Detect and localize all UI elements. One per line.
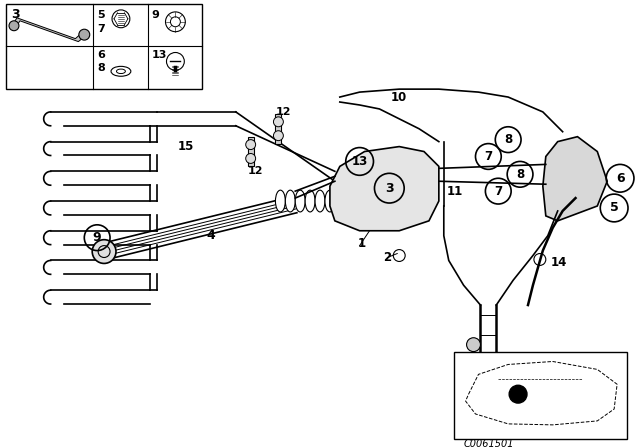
Circle shape [467, 338, 481, 352]
Text: 14: 14 [551, 256, 567, 269]
Ellipse shape [285, 190, 295, 212]
Text: 12: 12 [276, 107, 291, 117]
Bar [6, 4, 202, 89]
Text: 4: 4 [207, 229, 216, 242]
Ellipse shape [325, 190, 335, 212]
Text: 7: 7 [494, 185, 502, 198]
Circle shape [92, 240, 116, 263]
Text: 8: 8 [516, 168, 524, 181]
Text: 13: 13 [152, 50, 167, 60]
Text: 15: 15 [178, 140, 195, 153]
Text: 6: 6 [97, 50, 105, 60]
Text: 3: 3 [385, 182, 394, 195]
Text: C0061501: C0061501 [463, 439, 514, 448]
Circle shape [246, 140, 255, 150]
Text: 11: 11 [447, 185, 463, 198]
Ellipse shape [305, 190, 315, 212]
Text: 12: 12 [248, 166, 264, 177]
Text: 10: 10 [391, 90, 407, 103]
Text: 7: 7 [97, 24, 105, 34]
Text: 3: 3 [11, 8, 20, 21]
Circle shape [79, 29, 90, 40]
Text: 2: 2 [383, 251, 392, 264]
Text: 8: 8 [97, 63, 105, 73]
Ellipse shape [315, 190, 325, 212]
Polygon shape [465, 362, 617, 425]
Ellipse shape [275, 190, 285, 212]
Text: 6: 6 [616, 172, 625, 185]
Polygon shape [12, 18, 88, 42]
Text: 5: 5 [610, 202, 618, 215]
Ellipse shape [295, 190, 305, 212]
Bar [474, 389, 502, 399]
Text: 9: 9 [93, 231, 102, 244]
Text: 7: 7 [484, 150, 492, 163]
Text: 1: 1 [358, 237, 365, 250]
Text: 5: 5 [97, 10, 105, 20]
Text: 13: 13 [351, 155, 368, 168]
Text: 8: 8 [504, 133, 512, 146]
Circle shape [509, 385, 527, 403]
Text: 9: 9 [152, 10, 159, 20]
Polygon shape [330, 146, 439, 231]
Bar [454, 352, 627, 439]
Circle shape [273, 131, 284, 141]
Bar [248, 137, 253, 166]
Circle shape [246, 154, 255, 164]
Bar [275, 114, 282, 144]
Circle shape [9, 21, 19, 31]
Polygon shape [543, 137, 607, 221]
Circle shape [273, 117, 284, 127]
Ellipse shape [335, 190, 345, 212]
